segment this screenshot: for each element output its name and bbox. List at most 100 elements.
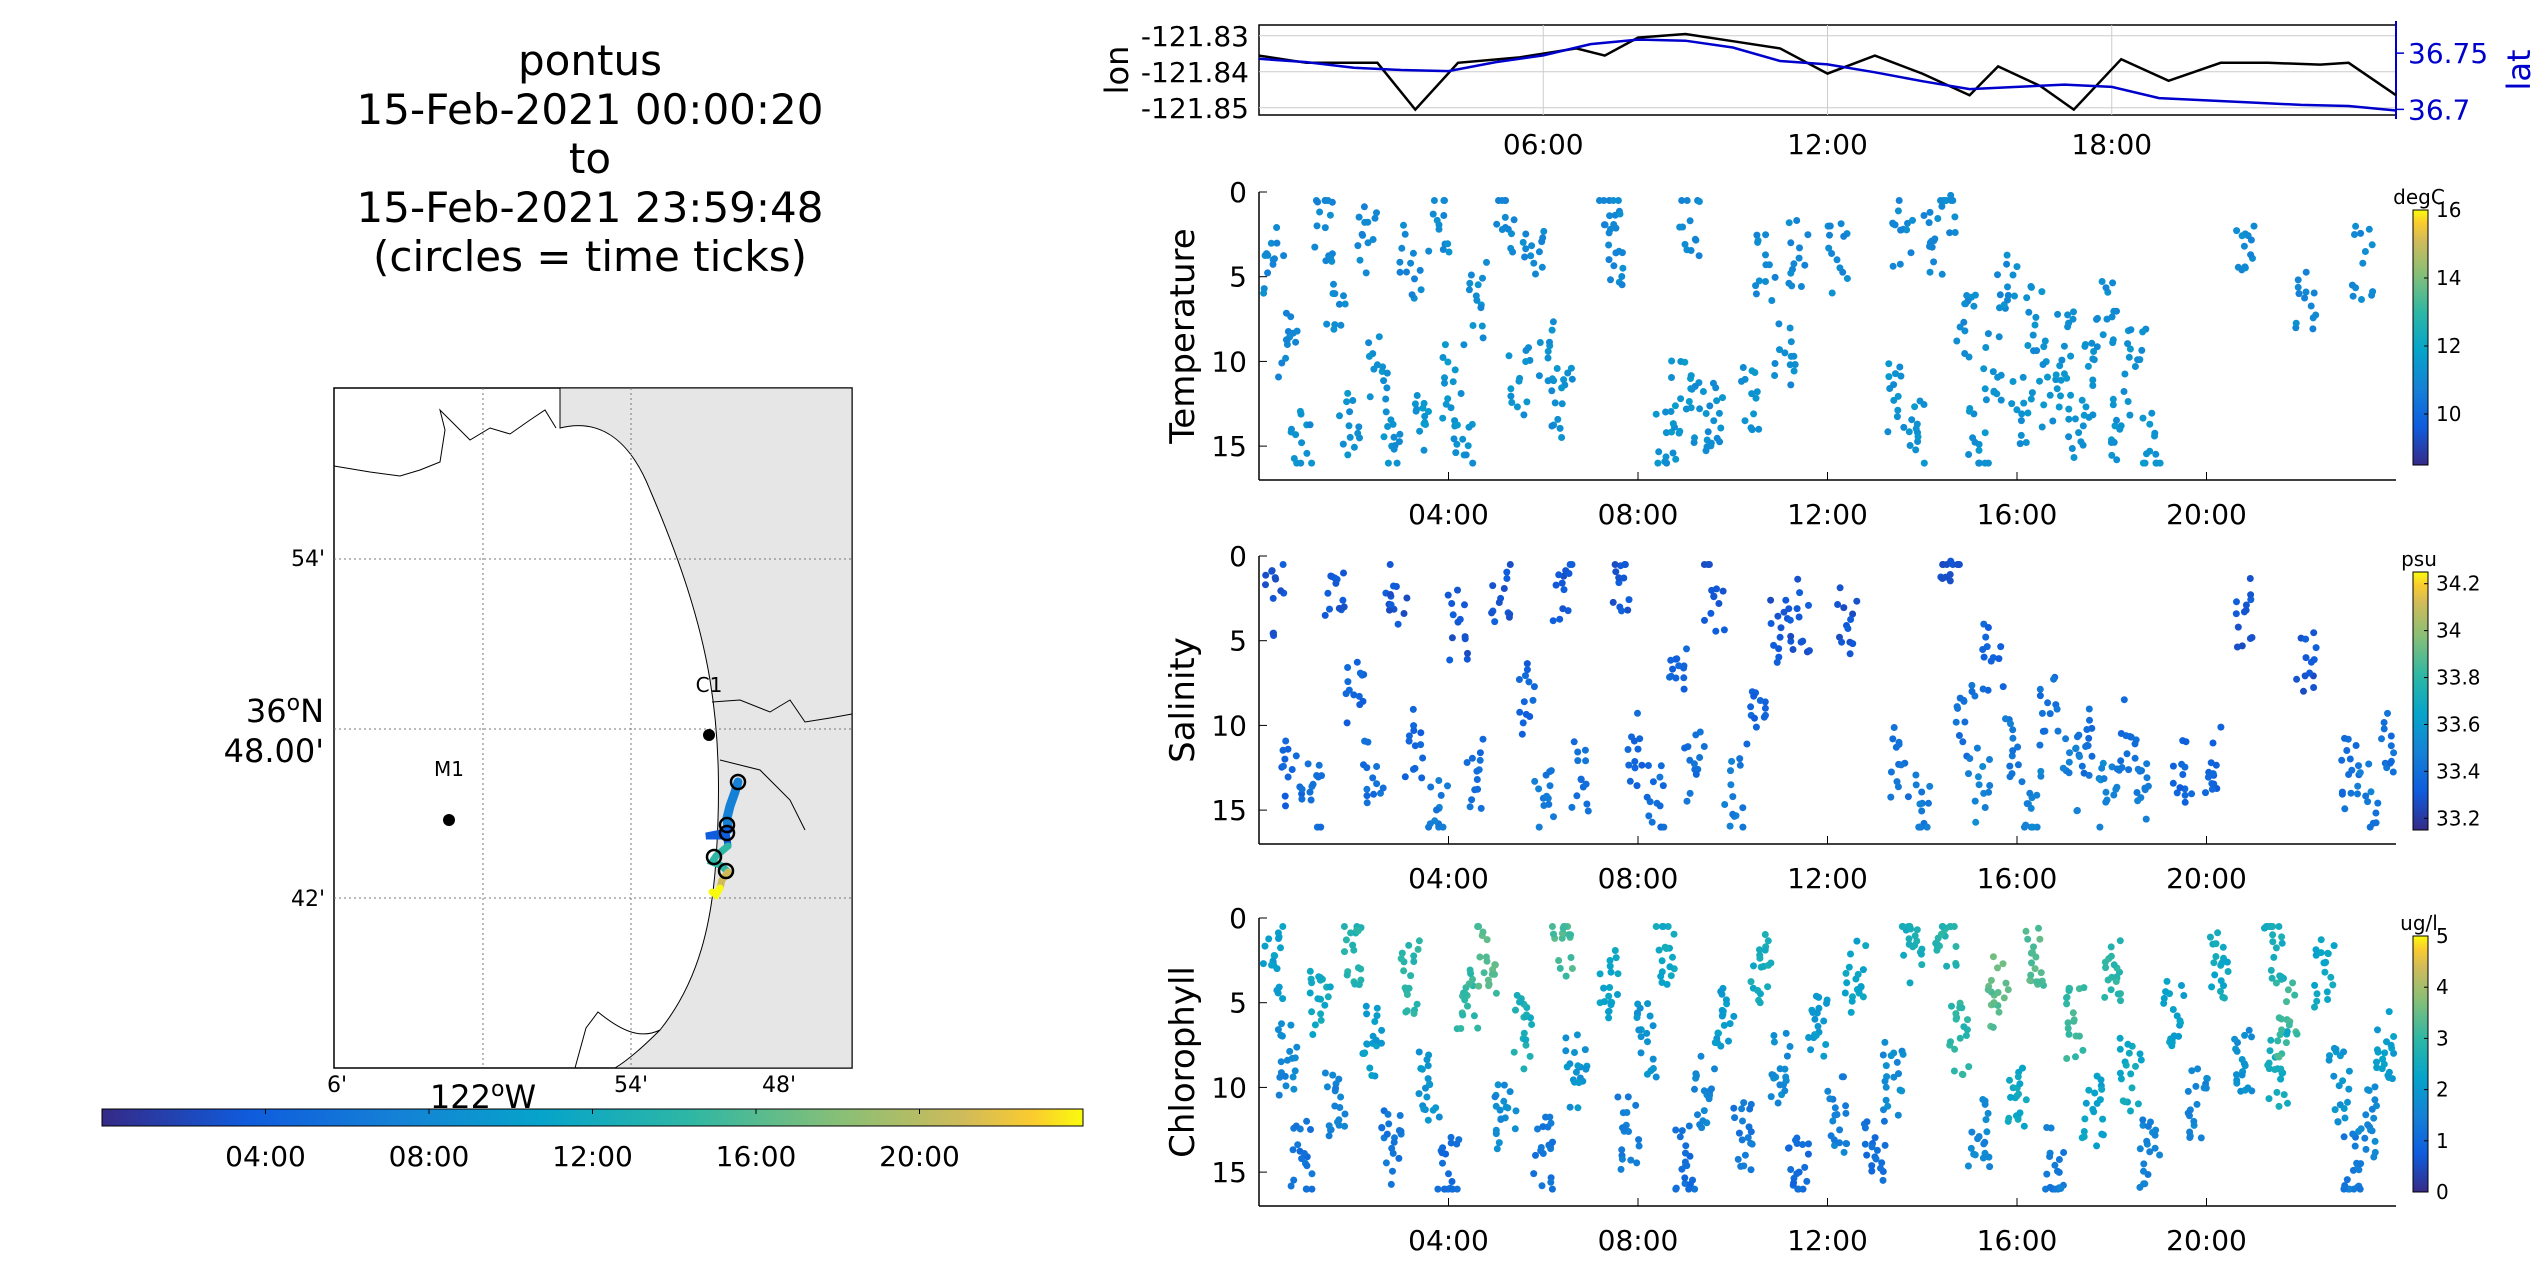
salinity-data-point [2380, 725, 2388, 733]
temperature-data-point [2017, 431, 2025, 439]
salinity-data-point [1516, 708, 1524, 716]
temperature-data-point [1912, 446, 1920, 454]
chlorophyll-data-point [2163, 977, 2171, 985]
temperature-data-point [2361, 248, 2369, 255]
chlorophyll-data-point [1387, 1180, 1395, 1188]
chlorophyll-data-point [2271, 1066, 2279, 1073]
temperature-data-point [1450, 435, 1458, 443]
chlorophyll-data-point [1555, 957, 1563, 964]
temperature-data-point [1895, 197, 1903, 204]
temperature-x-tick-label: 16:00 [1977, 498, 2058, 531]
salinity-colorbar-tick-label: 34.2 [2436, 572, 2481, 596]
salinity-data-point [2372, 809, 2380, 817]
temperature-data-point [1336, 412, 1343, 420]
chlorophyll-data-point [1464, 1002, 1471, 1010]
chlorophyll-data-point [1300, 1150, 1308, 1157]
chlorophyll-data-point [1571, 1078, 1578, 1086]
chlorophyll-data-point [1952, 1010, 1960, 1018]
salinity-data-point [1550, 813, 1557, 821]
temperature-data-point [1610, 221, 1618, 228]
salinity-data-point [1912, 781, 1920, 789]
temperature-data-point [1546, 338, 1553, 346]
salinity-data-point [1433, 806, 1440, 814]
salinity-data-point [1849, 640, 1857, 648]
temperature-data-point [2109, 395, 2117, 403]
temperature-data-point [1465, 286, 1473, 294]
chlorophyll-data-point [1479, 928, 1487, 936]
temperature-data-point [1324, 197, 1332, 204]
temperature-data-point [1920, 212, 1928, 219]
chlorophyll-data-point [1372, 1036, 1380, 1044]
chlorophyll-data-point [1574, 1104, 1582, 1112]
temperature-data-point [2044, 373, 2051, 381]
temperature-data-point [2113, 307, 2120, 315]
chlorophyll-data-point [1764, 983, 1772, 991]
temperature-data-point [2113, 456, 2121, 464]
temperature-data-point [2009, 271, 2017, 279]
salinity-data-point [1417, 729, 1425, 737]
chlorophyll-data-point [1900, 951, 1908, 959]
salinity-data-point [1582, 757, 1590, 765]
chlorophyll-data-point [1952, 961, 1960, 969]
salinity-data-point [1775, 645, 1783, 653]
temperature-data-point [1370, 365, 1378, 373]
chlorophyll-data-point [1871, 1134, 1879, 1142]
temperature-data-point [1970, 302, 1978, 310]
salinity-data-point [1410, 727, 1418, 734]
salinity-data-point [2364, 798, 2372, 806]
chlorophyll-data-point [1324, 993, 1332, 1001]
temperature-data-point [1535, 248, 1543, 256]
temperature-data-point [1344, 389, 1352, 397]
chlorophyll-data-point [2272, 979, 2280, 987]
chlorophyll-data-point [1681, 1180, 1689, 1187]
temperature-data-point [1469, 459, 1477, 467]
salinity-data-point [2356, 769, 2364, 777]
temperature-data-point [2057, 376, 2065, 384]
chlorophyll-data-point [1822, 1041, 1830, 1048]
chlorophyll-data-point [1286, 1047, 1294, 1055]
map-panel: 54' 36oN 48.00' 42' 6' 122oW 54' 48' M1 … [224, 387, 853, 1116]
salinity-data-point [1631, 758, 1639, 765]
chlorophyll-data-point [2016, 1080, 2024, 1088]
temperature-data-point [2349, 292, 2357, 300]
salinity-data-point [1667, 656, 1675, 664]
chlorophyll-data-point [1273, 986, 1281, 994]
temperature-data-point [1751, 369, 1759, 376]
chlorophyll-data-point [1292, 1122, 1300, 1130]
salinity-data-point [1747, 703, 1755, 711]
salinity-data-point [1912, 771, 1920, 779]
title-note: (circles = time ticks) [373, 232, 807, 281]
chlorophyll-data-point [1646, 1012, 1654, 1020]
chlorophyll-data-point [2212, 953, 2220, 960]
temperature-data-point [1360, 203, 1368, 211]
chlorophyll-data-point [1683, 1162, 1691, 1170]
chlorophyll-data-point [1522, 1041, 1530, 1049]
chlorophyll-data-point [2331, 1106, 2339, 1114]
salinity-data-point [1630, 737, 1638, 745]
temperature-data-point [2369, 288, 2377, 296]
salinity-data-point [1523, 666, 1531, 674]
salinity-data-point [1317, 823, 1325, 831]
chlorophyll-data-point [1447, 1139, 1455, 1147]
lon-lat-panel: 06:00 12:00 18:00-121.83-121.84-121.8536.7… [1098, 20, 2538, 161]
temperature-data-point [1975, 446, 1983, 454]
chlorophyll-data-point [1546, 1113, 1554, 1121]
temperature-data-point [1383, 384, 1391, 392]
temperature-data-point [1440, 212, 1448, 219]
temperature-data-point [1775, 320, 1783, 328]
chlorophyll-data-point [1395, 1154, 1403, 1162]
salinity-data-point [1787, 632, 1795, 640]
temperature-data-point [1790, 260, 1798, 268]
chlorophyll-data-point [2210, 959, 2218, 967]
temperature-data-point [1791, 361, 1799, 368]
chlorophyll-data-point [1989, 953, 1997, 961]
salinity-data-point [2110, 791, 2118, 799]
temperature-data-point [1897, 226, 1905, 234]
chlorophyll-data-point [1306, 989, 1314, 997]
chlorophyll-data-point [1373, 1012, 1381, 1020]
salinity-data-point [1449, 611, 1457, 619]
temperature-data-point [1618, 249, 1626, 257]
salinity-data-point [1780, 608, 1788, 616]
salinity-data-point [2113, 765, 2121, 773]
temperature-data-point [1354, 242, 1362, 250]
